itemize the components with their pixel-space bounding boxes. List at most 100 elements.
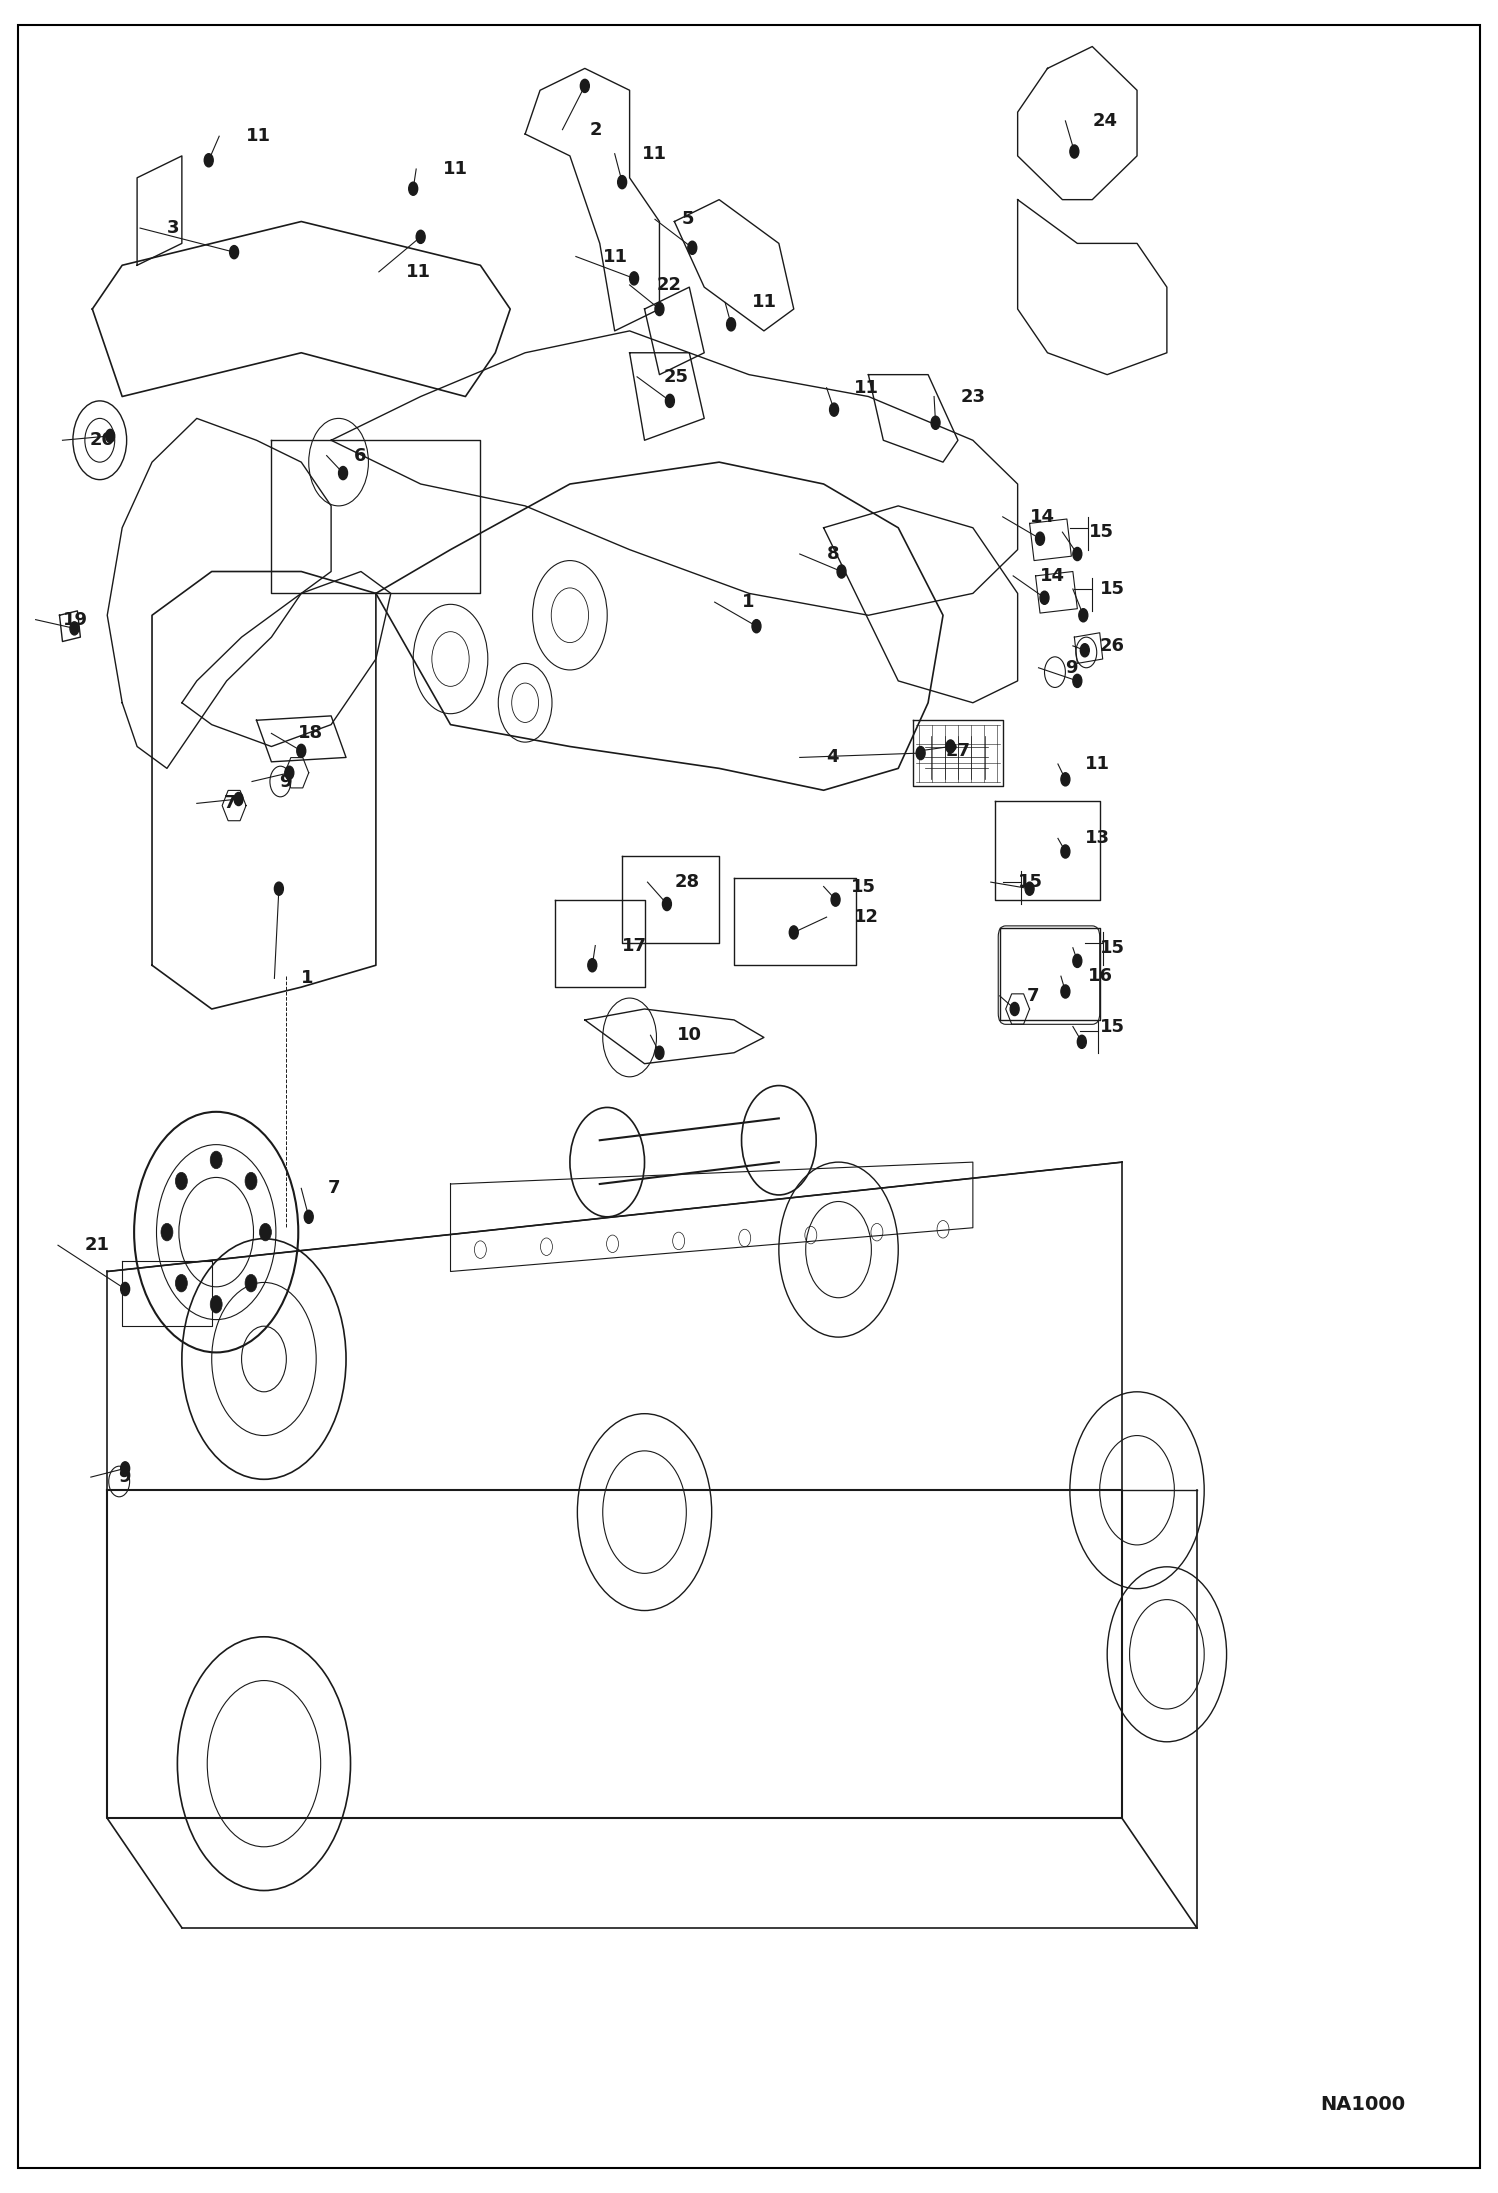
Text: 7: 7 xyxy=(223,794,237,811)
Text: 26: 26 xyxy=(1100,636,1125,656)
Text: 27: 27 xyxy=(947,741,971,761)
Text: 13: 13 xyxy=(1085,829,1110,846)
Text: 17: 17 xyxy=(622,936,647,954)
Text: 9: 9 xyxy=(279,772,292,789)
Text: 15: 15 xyxy=(1100,1018,1125,1035)
Circle shape xyxy=(662,897,671,910)
Circle shape xyxy=(210,1296,222,1314)
Text: 11: 11 xyxy=(752,294,777,311)
Circle shape xyxy=(204,154,213,167)
Circle shape xyxy=(1061,985,1070,998)
Text: 7: 7 xyxy=(328,1180,340,1197)
Circle shape xyxy=(234,792,243,805)
Circle shape xyxy=(665,395,674,408)
Circle shape xyxy=(1010,1002,1019,1015)
Circle shape xyxy=(837,566,846,579)
Text: 22: 22 xyxy=(656,276,682,294)
Text: NA1000: NA1000 xyxy=(1321,2094,1405,2114)
Circle shape xyxy=(1061,844,1070,857)
Text: 16: 16 xyxy=(1088,967,1113,985)
Text: 15: 15 xyxy=(1100,579,1125,599)
Text: 28: 28 xyxy=(674,873,700,890)
Circle shape xyxy=(175,1173,187,1191)
Circle shape xyxy=(1070,145,1079,158)
Circle shape xyxy=(947,739,954,752)
Circle shape xyxy=(655,303,664,316)
Text: 10: 10 xyxy=(677,1026,703,1044)
Circle shape xyxy=(246,1274,258,1292)
Text: 11: 11 xyxy=(443,160,467,178)
Text: 12: 12 xyxy=(854,908,878,925)
Text: 4: 4 xyxy=(827,748,839,765)
Circle shape xyxy=(917,746,926,759)
Circle shape xyxy=(752,621,761,634)
Circle shape xyxy=(1073,673,1082,686)
Text: 15: 15 xyxy=(1089,524,1115,542)
Text: 5: 5 xyxy=(682,211,695,228)
Text: 8: 8 xyxy=(827,546,839,564)
Circle shape xyxy=(1040,592,1049,605)
Circle shape xyxy=(629,272,638,285)
Circle shape xyxy=(1079,610,1088,623)
Text: 24: 24 xyxy=(1092,112,1118,129)
Circle shape xyxy=(121,1463,130,1476)
Text: 6: 6 xyxy=(354,447,366,465)
Text: 7: 7 xyxy=(1026,987,1040,1004)
Circle shape xyxy=(617,175,626,189)
Text: 15: 15 xyxy=(1017,873,1043,890)
Circle shape xyxy=(1073,548,1082,561)
Circle shape xyxy=(655,1046,664,1059)
Circle shape xyxy=(229,246,238,259)
Text: 15: 15 xyxy=(1100,939,1125,956)
Text: 19: 19 xyxy=(63,610,87,629)
Circle shape xyxy=(789,925,798,939)
Circle shape xyxy=(304,1211,313,1224)
Circle shape xyxy=(1073,954,1082,967)
Circle shape xyxy=(830,404,839,417)
Text: 11: 11 xyxy=(602,248,628,265)
Text: 18: 18 xyxy=(298,724,324,743)
Circle shape xyxy=(121,1283,130,1296)
Circle shape xyxy=(210,1151,222,1169)
Circle shape xyxy=(688,241,697,254)
Circle shape xyxy=(932,417,941,430)
Text: 20: 20 xyxy=(90,432,114,450)
Circle shape xyxy=(274,882,283,895)
Circle shape xyxy=(297,743,306,757)
Circle shape xyxy=(70,623,79,636)
Text: 1: 1 xyxy=(742,592,753,612)
Text: 14: 14 xyxy=(1040,566,1065,586)
Circle shape xyxy=(339,467,348,480)
Circle shape xyxy=(160,1224,172,1241)
Circle shape xyxy=(587,958,596,971)
Circle shape xyxy=(1035,533,1044,546)
Circle shape xyxy=(246,1173,258,1191)
Circle shape xyxy=(259,1224,271,1241)
Text: 11: 11 xyxy=(246,127,271,145)
Text: 1: 1 xyxy=(301,969,313,987)
Text: 23: 23 xyxy=(960,388,986,406)
Text: 3: 3 xyxy=(166,219,180,237)
Text: 15: 15 xyxy=(851,877,875,895)
Circle shape xyxy=(175,1274,187,1292)
Text: 11: 11 xyxy=(1085,754,1110,772)
Circle shape xyxy=(409,182,418,195)
Text: 21: 21 xyxy=(85,1237,109,1254)
Text: 9: 9 xyxy=(1065,658,1079,678)
Text: 14: 14 xyxy=(1029,509,1055,526)
Circle shape xyxy=(727,318,736,331)
Circle shape xyxy=(1080,645,1089,658)
Text: 11: 11 xyxy=(854,379,878,397)
Circle shape xyxy=(1025,882,1034,895)
Circle shape xyxy=(831,893,840,906)
Circle shape xyxy=(416,230,425,243)
Text: 25: 25 xyxy=(664,368,689,386)
Text: 9: 9 xyxy=(118,1467,130,1487)
Circle shape xyxy=(1077,1035,1086,1048)
Circle shape xyxy=(106,430,115,443)
Text: 2: 2 xyxy=(589,121,602,138)
Circle shape xyxy=(285,765,294,779)
Text: 11: 11 xyxy=(641,145,667,162)
Text: 11: 11 xyxy=(406,263,431,281)
Circle shape xyxy=(580,79,589,92)
